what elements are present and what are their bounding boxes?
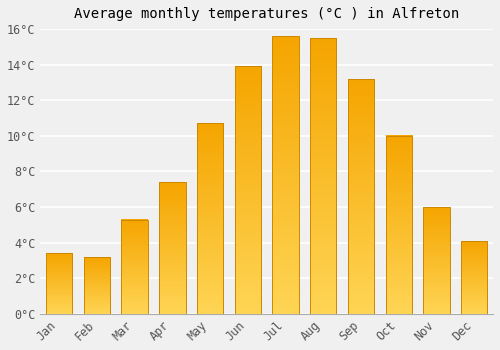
Bar [84, 257, 110, 314]
Bar [272, 36, 299, 314]
Bar [122, 219, 148, 314]
Bar [348, 79, 374, 314]
Title: Average monthly temperatures (°C ) in Alfreton: Average monthly temperatures (°C ) in Al… [74, 7, 460, 21]
Bar [424, 207, 450, 314]
Bar [159, 182, 186, 314]
Bar [461, 241, 487, 314]
Bar [197, 124, 224, 314]
Bar [310, 38, 336, 314]
Bar [46, 253, 72, 314]
Bar [386, 136, 412, 314]
Bar [234, 66, 261, 314]
